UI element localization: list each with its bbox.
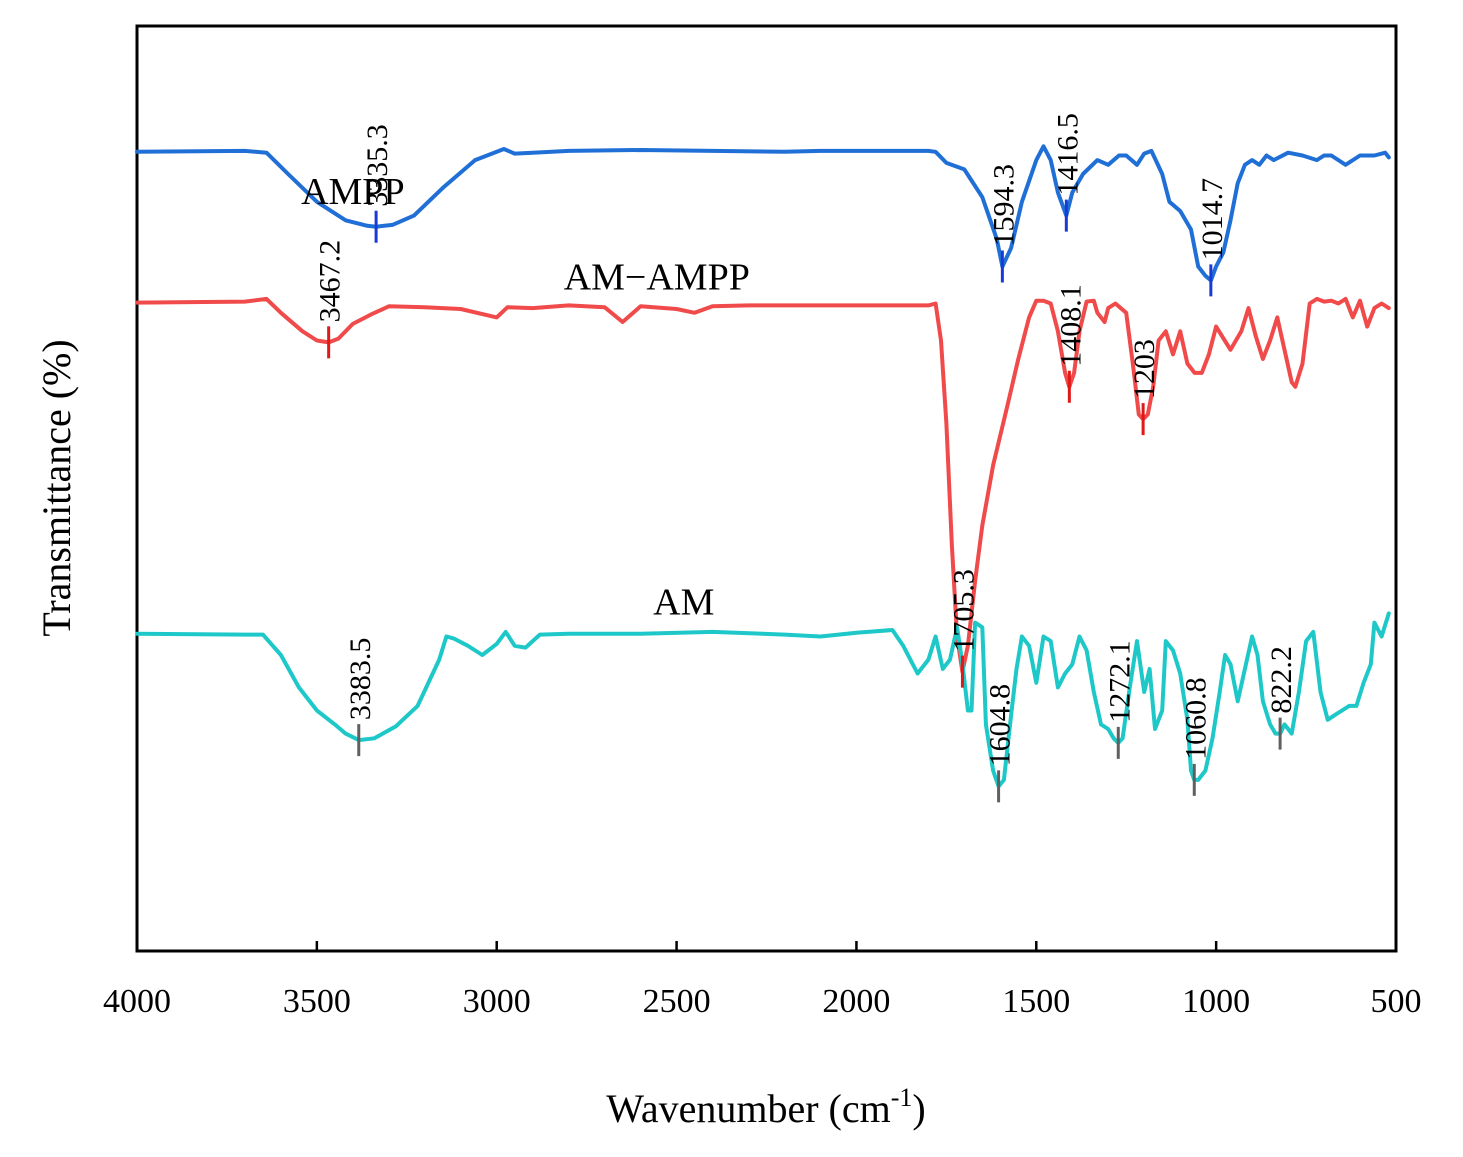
peak-label: 1594.3 [987,164,1020,247]
series-line-1 [135,144,1391,283]
series-label-3: AM [653,582,714,624]
x-tick-label: 1000 [1182,983,1250,1020]
x-axis-title: Wavenumber (cm-1) [606,1083,925,1131]
peak-label: 1416.5 [1051,113,1084,196]
series-label-2: AM−AMPP [564,257,750,299]
x-tick-label: 4000 [103,983,171,1020]
peak-label: 1408.1 [1054,284,1087,367]
series-line-2 [135,296,1391,674]
peak-label: 3467.2 [314,240,347,323]
peak-label: 1060.8 [1179,677,1212,760]
x-tick-label: 3000 [463,983,531,1020]
peak-label: 1014.7 [1196,178,1229,261]
x-tick-label: 2500 [643,983,711,1020]
x-axis: 4000 3500 3000 2500 2000 1500 1000 500 [103,941,1422,1020]
peak-label: 1604.8 [984,684,1017,767]
x-tick-label: 500 [1371,983,1422,1020]
peak-label: 1705.3 [947,569,980,652]
series-layer: AMPP AM−AMPP AM [135,144,1391,789]
x-tick-label: 3500 [283,983,351,1020]
peak-annotations: 3335.3 1594.3 1416.5 1014.7 3467.2 1705.3 1408… [314,113,1298,803]
peak-label: 1203 [1128,339,1161,399]
x-tick-label: 2000 [822,983,890,1020]
peak-label: 3383.5 [344,638,377,721]
y-axis-title: Transmittance (%) [34,339,79,636]
peak-label: 822.2 [1265,646,1298,714]
peak-label: 1272.1 [1103,640,1136,723]
series-label-1: AMPP [301,171,405,213]
series-line-3 [135,611,1391,789]
peak-label: 3335.3 [361,124,394,207]
plot-frame [135,24,1398,953]
x-tick-label: 1500 [1002,983,1070,1020]
